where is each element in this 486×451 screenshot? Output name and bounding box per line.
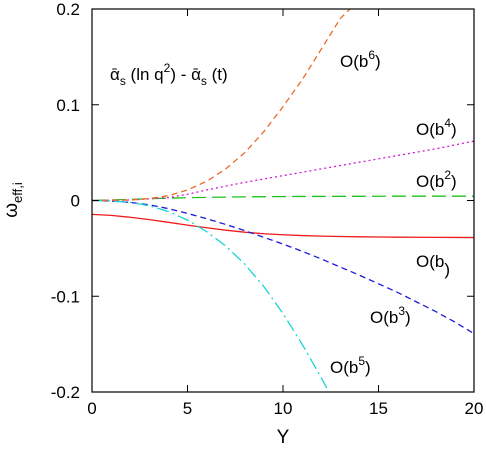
series-line-0 [92,213,474,239]
y-tick-label: -0.2 [51,383,80,402]
series-label-b2: O(b2) [416,168,457,191]
x-tick-label: 5 [183,399,192,418]
series-label-b4: O(b4) [416,116,457,139]
y-axis-label: ωeff,i [1,182,25,218]
x-tick-label: 0 [87,399,96,418]
series-line-4 [92,199,330,392]
series-label-b3: O(b3) [370,304,411,327]
series-line-3 [92,140,474,202]
y-tick-label: 0 [71,192,80,211]
x-tick-label: 15 [369,399,388,418]
y-tick-label: 0.1 [56,96,80,115]
x-axis-label: Y [277,427,290,448]
series-line-2 [92,199,474,335]
series-label-b: O(b) [416,252,450,279]
series-label-b5: O(b5) [330,354,371,377]
series-layer [92,9,474,392]
series-label-b6: O(b6) [340,48,381,71]
annotation-label: ᾱs (ln q2) - ᾱs (t) [110,61,228,88]
x-tick-label: 10 [274,399,293,418]
series-line-5 [92,9,351,202]
series-line-1 [92,195,474,202]
tick-layer: 0 5 10 15 20 -0.2 -0.1 0 0.1 0.2 [51,0,484,418]
y-tick-label: 0.2 [56,0,80,19]
x-tick-label: 20 [465,399,484,418]
y-tick-label: -0.1 [51,287,80,306]
